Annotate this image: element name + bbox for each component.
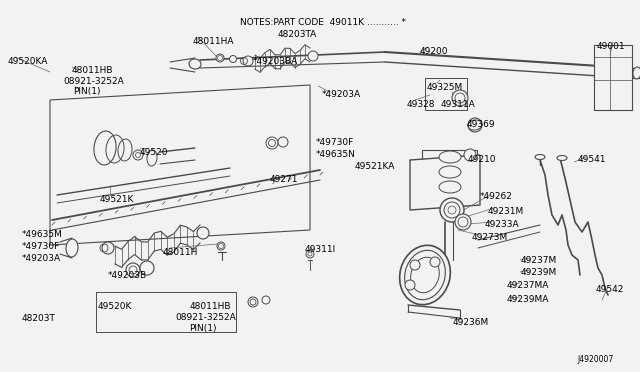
Text: *49635M: *49635M bbox=[22, 230, 63, 239]
Text: 48011HA: 48011HA bbox=[193, 37, 234, 46]
Circle shape bbox=[243, 56, 253, 66]
Ellipse shape bbox=[633, 67, 640, 79]
Text: 49520K: 49520K bbox=[98, 302, 132, 311]
Circle shape bbox=[452, 90, 468, 106]
Text: 49273M: 49273M bbox=[472, 233, 508, 242]
Ellipse shape bbox=[439, 166, 461, 178]
Circle shape bbox=[440, 198, 464, 222]
Ellipse shape bbox=[439, 181, 461, 193]
Text: *49262: *49262 bbox=[480, 192, 513, 201]
Text: 49231M: 49231M bbox=[488, 207, 524, 216]
Bar bbox=[425, 78, 467, 110]
Bar bbox=[594, 45, 632, 110]
Text: 49233A: 49233A bbox=[485, 220, 520, 229]
Text: 49236M: 49236M bbox=[453, 318, 489, 327]
Circle shape bbox=[140, 261, 154, 275]
Ellipse shape bbox=[94, 131, 116, 165]
Text: 49239M: 49239M bbox=[521, 268, 557, 277]
Ellipse shape bbox=[557, 155, 567, 160]
Text: 08921-3252A: 08921-3252A bbox=[63, 77, 124, 86]
Ellipse shape bbox=[147, 150, 157, 166]
Text: 49325M: 49325M bbox=[427, 83, 463, 92]
Text: 49311A: 49311A bbox=[441, 100, 476, 109]
Circle shape bbox=[278, 137, 288, 147]
Text: 49520KA: 49520KA bbox=[8, 57, 49, 66]
Circle shape bbox=[464, 149, 476, 161]
Text: 49521K: 49521K bbox=[100, 195, 134, 204]
Circle shape bbox=[262, 296, 270, 304]
Circle shape bbox=[430, 257, 440, 267]
Text: 49200: 49200 bbox=[420, 47, 449, 56]
Ellipse shape bbox=[66, 239, 78, 257]
Circle shape bbox=[217, 242, 225, 250]
Text: *49203A: *49203A bbox=[22, 254, 61, 263]
Bar bbox=[96, 292, 236, 332]
Text: NOTES:PART CODE  49011K ........... *: NOTES:PART CODE 49011K ........... * bbox=[240, 18, 406, 27]
Circle shape bbox=[308, 51, 318, 61]
Text: *49730F: *49730F bbox=[316, 138, 355, 147]
Text: PIN(1): PIN(1) bbox=[73, 87, 100, 96]
Circle shape bbox=[197, 227, 209, 239]
Text: 49520: 49520 bbox=[140, 148, 168, 157]
Circle shape bbox=[405, 280, 415, 290]
Polygon shape bbox=[410, 155, 480, 210]
Text: 49237M: 49237M bbox=[521, 256, 557, 265]
Text: *49203A: *49203A bbox=[322, 90, 361, 99]
Ellipse shape bbox=[189, 59, 201, 69]
Text: 49210: 49210 bbox=[468, 155, 497, 164]
Text: *49203B: *49203B bbox=[108, 271, 147, 280]
Text: PIN(1): PIN(1) bbox=[189, 324, 216, 333]
Text: J4920007: J4920007 bbox=[577, 355, 613, 364]
Ellipse shape bbox=[535, 154, 545, 160]
Text: 48011H: 48011H bbox=[163, 248, 198, 257]
Circle shape bbox=[455, 214, 471, 230]
Circle shape bbox=[410, 260, 420, 270]
Text: 49328: 49328 bbox=[407, 100, 435, 109]
Text: 49521KA: 49521KA bbox=[355, 162, 396, 171]
Ellipse shape bbox=[439, 151, 461, 163]
Circle shape bbox=[216, 54, 224, 62]
Text: 49237MA: 49237MA bbox=[507, 281, 549, 290]
Text: 49541: 49541 bbox=[578, 155, 607, 164]
Circle shape bbox=[306, 250, 314, 258]
Text: 49311I: 49311I bbox=[305, 245, 336, 254]
Circle shape bbox=[266, 137, 278, 149]
Text: 49369: 49369 bbox=[467, 120, 495, 129]
Circle shape bbox=[126, 263, 140, 277]
Text: 49542: 49542 bbox=[596, 285, 625, 294]
Text: 48011HB: 48011HB bbox=[72, 66, 113, 75]
Text: 49271: 49271 bbox=[270, 175, 298, 184]
Text: *49635N: *49635N bbox=[316, 150, 356, 159]
Text: 48203T: 48203T bbox=[22, 314, 56, 323]
Bar bbox=[422, 150, 477, 200]
Text: *49203BA: *49203BA bbox=[253, 57, 298, 66]
Text: 49001: 49001 bbox=[597, 42, 626, 51]
Text: *49730F: *49730F bbox=[22, 242, 60, 251]
Text: 48011HB: 48011HB bbox=[190, 302, 232, 311]
Circle shape bbox=[468, 118, 482, 132]
Text: 08921-3252A: 08921-3252A bbox=[175, 313, 236, 322]
Circle shape bbox=[102, 242, 114, 254]
Text: 48203TA: 48203TA bbox=[278, 30, 317, 39]
Circle shape bbox=[248, 297, 258, 307]
Circle shape bbox=[230, 55, 237, 62]
Ellipse shape bbox=[399, 245, 451, 305]
Text: 49239MA: 49239MA bbox=[507, 295, 549, 304]
